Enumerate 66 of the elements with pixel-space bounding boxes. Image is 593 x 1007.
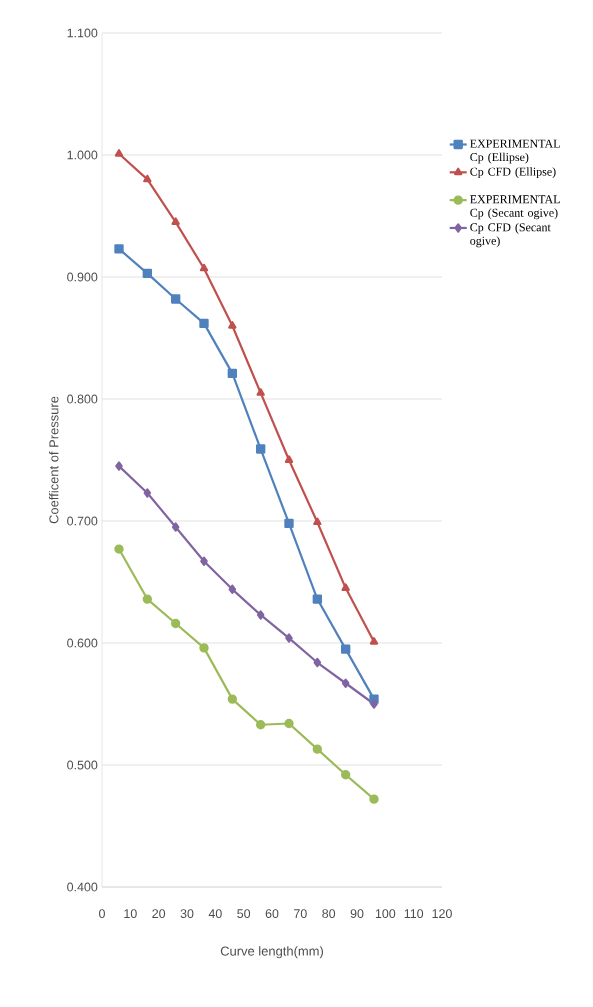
legend-label: Cp CFD (Secant ogive) <box>470 222 551 248</box>
y-tick-label: 1.000 <box>67 150 98 160</box>
point <box>284 718 294 729</box>
legend-label: EXPERIMENTAL Cp (Ellipse) <box>470 139 560 164</box>
y-tick-label: 0.700 <box>67 516 98 526</box>
point <box>199 263 209 272</box>
point <box>170 294 181 304</box>
point <box>284 455 294 463</box>
point <box>312 744 323 754</box>
point <box>256 388 265 396</box>
point <box>369 794 379 804</box>
point <box>171 522 180 532</box>
x-tick-label: 40 <box>208 909 222 919</box>
point <box>313 657 322 668</box>
point <box>227 694 238 704</box>
point <box>227 368 238 379</box>
point <box>200 556 208 566</box>
x-tick-label: 80 <box>322 909 336 919</box>
legend-label: Cp CFD (Ellipse) <box>470 167 556 179</box>
y-axis-title: Coefficent of Pressure <box>48 396 59 524</box>
x-tick-label: 100 <box>375 909 396 919</box>
point <box>114 244 124 254</box>
point <box>255 444 266 454</box>
y-tick-label: 0.400 <box>67 882 98 892</box>
point <box>341 678 350 688</box>
x-tick-label: 90 <box>350 909 364 919</box>
x-tick-label: 120 <box>432 909 452 919</box>
x-tick-label: 30 <box>180 909 194 919</box>
y-tick-label: 1.100 <box>67 28 98 38</box>
point <box>285 633 293 643</box>
x-tick-label: 0 <box>99 909 105 919</box>
x-tick-label: 70 <box>294 909 307 919</box>
point <box>255 720 266 730</box>
point <box>114 544 124 554</box>
x-tick-label: 50 <box>237 909 251 919</box>
point <box>228 584 237 595</box>
point <box>171 217 180 225</box>
point <box>313 517 322 526</box>
point <box>114 149 124 157</box>
x-tick-label: 110 <box>404 909 424 919</box>
point <box>143 174 152 183</box>
point <box>284 518 294 529</box>
legend-label: EXPERIMENTAL Cp (Secant ogive) <box>470 195 560 220</box>
point <box>340 770 351 780</box>
point <box>170 618 181 629</box>
point <box>256 610 265 620</box>
point <box>340 644 351 654</box>
x-tick-label: 10 <box>124 909 137 919</box>
point <box>115 461 123 471</box>
point <box>199 318 209 329</box>
y-tick-label: 0.900 <box>67 272 98 282</box>
y-tick-label: 0.500 <box>67 760 98 770</box>
point <box>228 321 237 329</box>
x-tick-label: 60 <box>265 909 279 919</box>
point <box>199 643 209 653</box>
y-tick-label: 0.600 <box>67 638 98 648</box>
point <box>370 699 378 709</box>
y-tick-label: 0.800 <box>67 394 98 404</box>
x-axis-title: Curve length(mm) <box>220 946 323 959</box>
point <box>341 583 350 591</box>
point <box>143 488 152 498</box>
point <box>142 594 153 604</box>
point <box>312 594 323 604</box>
x-tick-label: 20 <box>152 909 166 919</box>
point <box>369 637 379 645</box>
point <box>142 268 153 279</box>
